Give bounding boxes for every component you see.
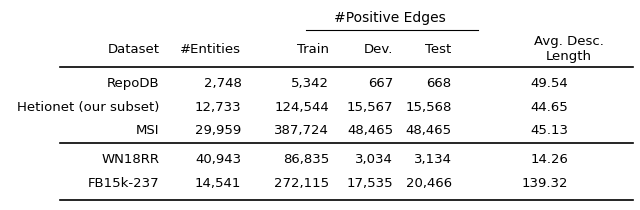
Text: 667: 667 <box>368 77 393 90</box>
Text: Hetionet (our subset): Hetionet (our subset) <box>17 101 159 114</box>
Text: 124,544: 124,544 <box>275 101 329 114</box>
Text: 15,567: 15,567 <box>347 101 393 114</box>
Text: 272,115: 272,115 <box>274 177 329 190</box>
Text: 3,134: 3,134 <box>413 154 452 166</box>
Text: 48,465: 48,465 <box>406 124 452 137</box>
Text: 387,724: 387,724 <box>274 124 329 137</box>
Text: Dev.: Dev. <box>364 43 393 56</box>
Text: 5,342: 5,342 <box>291 77 329 90</box>
Text: 49.54: 49.54 <box>531 77 568 90</box>
Text: Avg. Desc.
Length: Avg. Desc. Length <box>534 35 604 63</box>
Text: MSI: MSI <box>136 124 159 137</box>
Text: 45.13: 45.13 <box>531 124 568 137</box>
Text: #Entities: #Entities <box>180 43 241 56</box>
Text: 3,034: 3,034 <box>355 154 393 166</box>
Text: 2,748: 2,748 <box>204 77 241 90</box>
Text: RepoDB: RepoDB <box>107 77 159 90</box>
Text: 48,465: 48,465 <box>347 124 393 137</box>
Text: 40,943: 40,943 <box>195 154 241 166</box>
Text: Train: Train <box>297 43 329 56</box>
Text: 14,541: 14,541 <box>195 177 241 190</box>
Text: 44.65: 44.65 <box>531 101 568 114</box>
Text: Test: Test <box>426 43 452 56</box>
Text: #Positive Edges: #Positive Edges <box>335 11 446 25</box>
Text: 15,568: 15,568 <box>405 101 452 114</box>
Text: 668: 668 <box>427 77 452 90</box>
Text: 139.32: 139.32 <box>522 177 568 190</box>
Text: 86,835: 86,835 <box>283 154 329 166</box>
Text: 12,733: 12,733 <box>195 101 241 114</box>
Text: 17,535: 17,535 <box>347 177 393 190</box>
Text: WN18RR: WN18RR <box>102 154 159 166</box>
Text: FB15k-237: FB15k-237 <box>88 177 159 190</box>
Text: 14.26: 14.26 <box>531 154 568 166</box>
Text: 29,959: 29,959 <box>195 124 241 137</box>
Text: Dataset: Dataset <box>108 43 159 56</box>
Text: 20,466: 20,466 <box>406 177 452 190</box>
